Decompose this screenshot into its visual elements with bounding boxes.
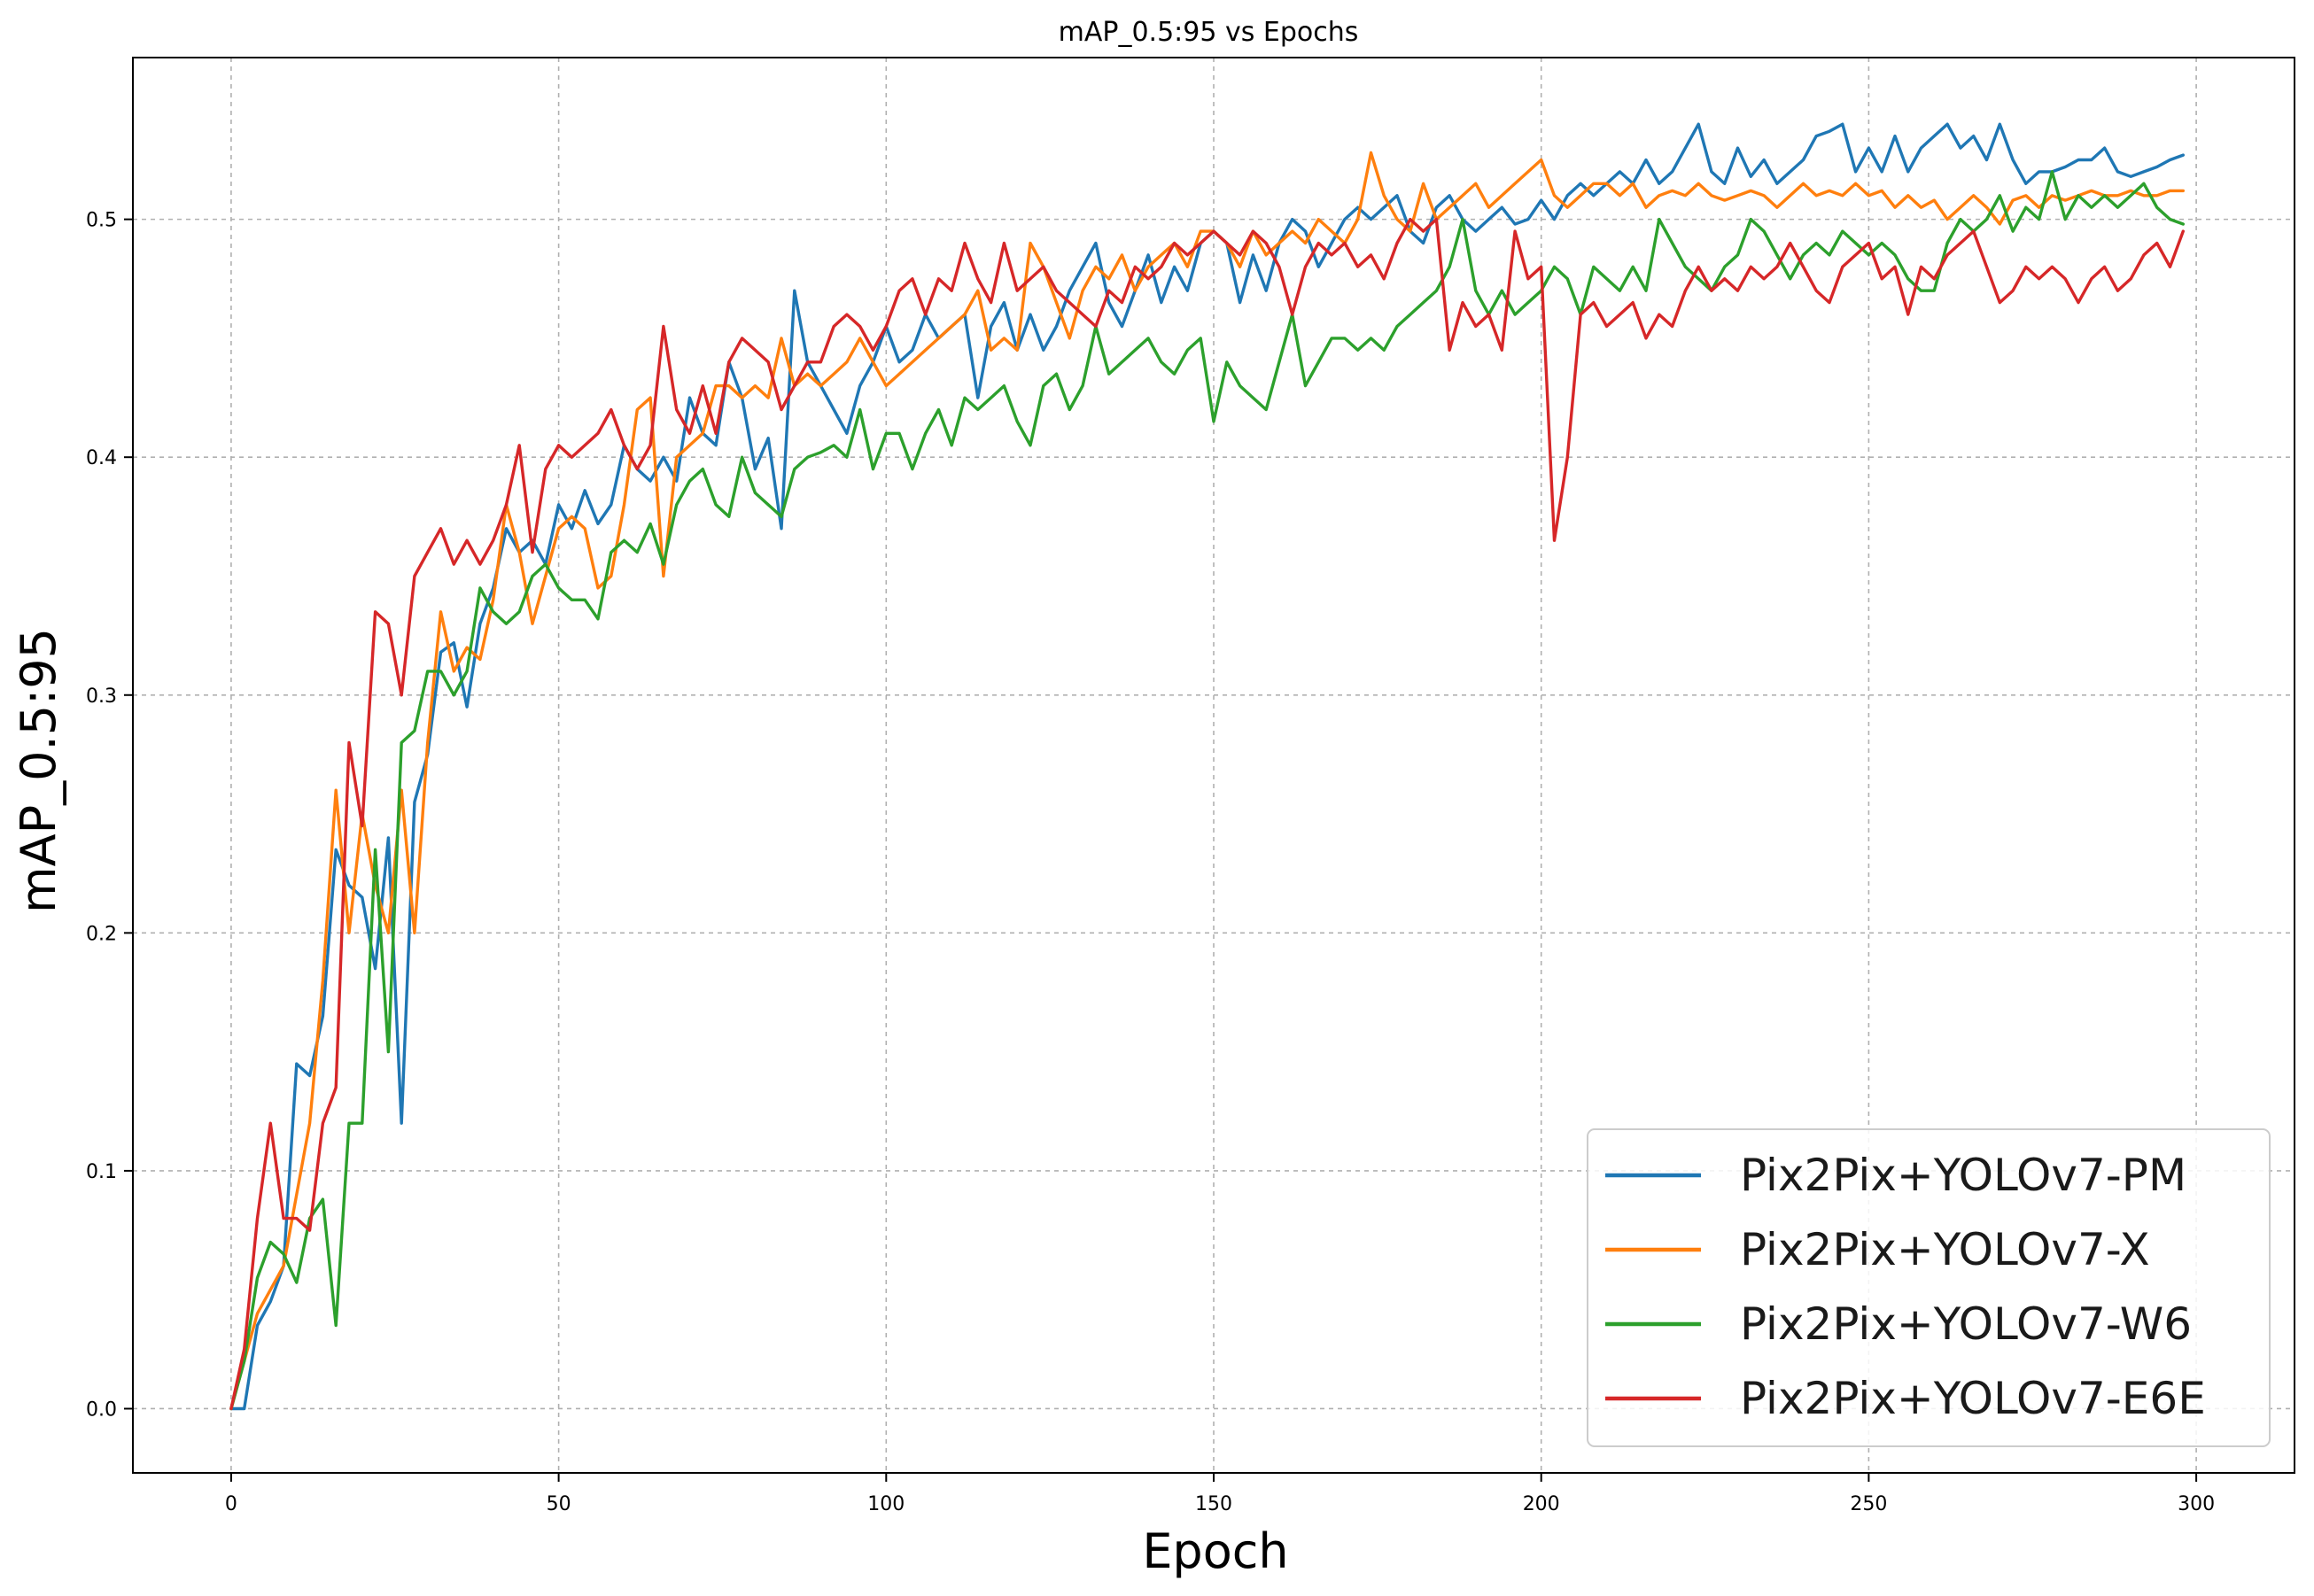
x-tick-label: 150 (1195, 1493, 1232, 1515)
x-tick-label: 200 (1523, 1493, 1560, 1515)
x-tick-label: 50 (547, 1493, 571, 1515)
legend-label: Pix2Pix+YOLOv7-X (1740, 1224, 2150, 1275)
y-tick-label: 0.0 (86, 1398, 117, 1421)
legend-label: Pix2Pix+YOLOv7-E6E (1740, 1373, 2206, 1424)
legend: Pix2Pix+YOLOv7-PM Pix2Pix+YOLOv7-X Pix2Pix… (1587, 1128, 2271, 1447)
legend-label: Pix2Pix+YOLOv7-PM (1740, 1150, 2186, 1201)
series-line-3 (229, 170, 2185, 1411)
legend-label: Pix2Pix+YOLOv7-W6 (1740, 1298, 2192, 1350)
y-axis-label: mAP_0.5:95 (11, 628, 66, 913)
chart-title: mAP_0.5:95 vs Epochs (1059, 17, 1359, 48)
y-tick-label: 0.1 (86, 1161, 117, 1183)
y-tick-label: 0.4 (86, 447, 117, 469)
x-tick-label: 100 (867, 1493, 905, 1515)
y-tick-label: 0.3 (86, 686, 117, 708)
x-tick-label: 250 (1850, 1493, 1887, 1515)
x-tick-label: 0 (225, 1493, 237, 1515)
series-line-2 (229, 151, 2185, 1411)
x-tick-label: 300 (2178, 1493, 2215, 1515)
axis-ticks: 0 50 100 150 200 250 300 0.0 0.1 0.2 0.3 0.4 0.5 (86, 210, 2215, 1515)
y-tick-label: 0.2 (86, 923, 117, 945)
y-tick-label: 0.5 (86, 210, 117, 232)
legend-box (1587, 1128, 2271, 1447)
series-line-4 (229, 217, 2185, 1411)
series-lines (229, 122, 2185, 1411)
x-axis-label: Epoch (1142, 1523, 1288, 1579)
